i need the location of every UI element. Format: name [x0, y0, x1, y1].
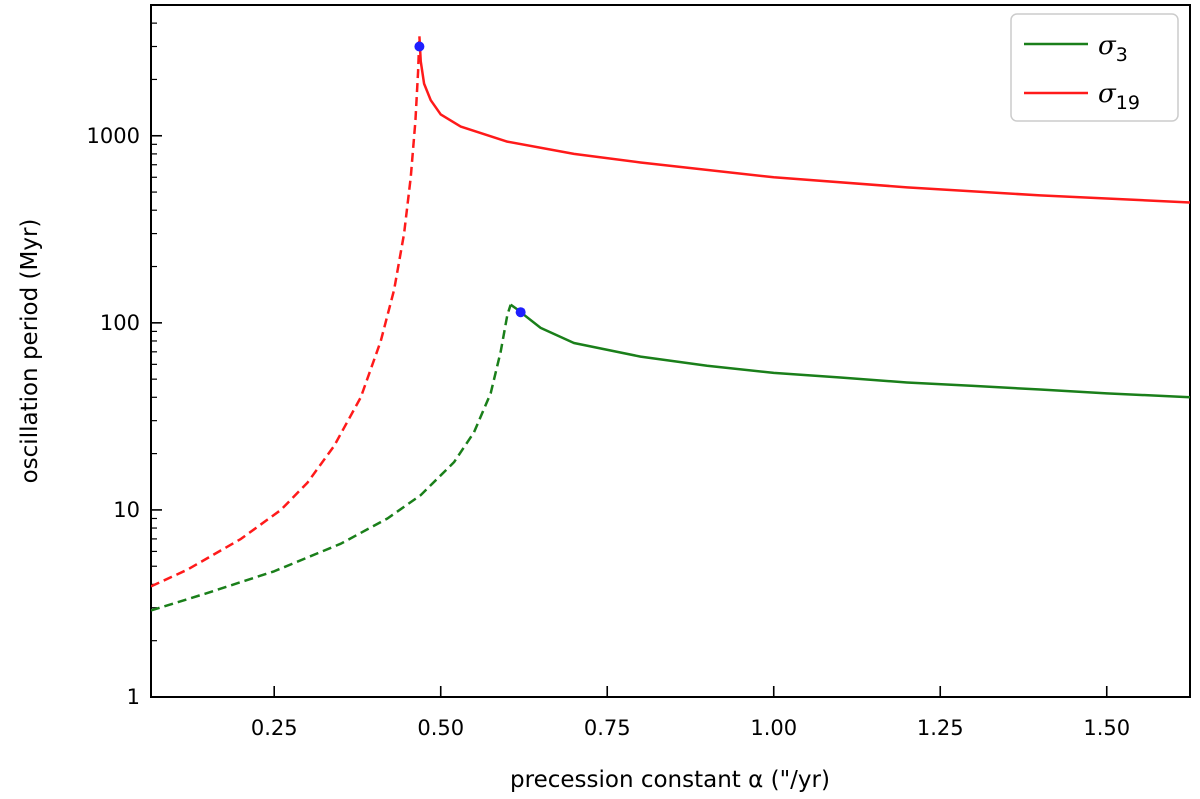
- series-sigma19-marker: [414, 41, 425, 52]
- legend-subscript-sigma19: 19: [1116, 92, 1140, 114]
- y-tick-label: 10: [113, 498, 140, 522]
- legend-label-sigma19: σ19: [1098, 79, 1140, 114]
- marker-layer: [414, 41, 526, 318]
- series-sigma3-marker: [515, 307, 526, 318]
- y-tick-label: 1000: [87, 124, 140, 148]
- x-tick-label: 0.50: [417, 716, 464, 740]
- legend-symbol-sigma19: σ: [1098, 79, 1117, 109]
- x-tick-label: 1.25: [917, 716, 964, 740]
- y-tick-label: 1: [127, 685, 140, 709]
- y-axis-ticks: 1 10 100 1000: [87, 4, 162, 709]
- series-layer: [151, 36, 1190, 612]
- series-sigma19-solid-line: [418, 36, 1190, 204]
- legend-subscript-sigma3: 3: [1116, 44, 1128, 66]
- x-tick-label: 1.00: [750, 716, 797, 740]
- series-sigma3-solid-line: [509, 303, 1190, 399]
- legend-symbol-sigma3: σ: [1098, 31, 1117, 61]
- x-tick-label: 0.75: [584, 716, 631, 740]
- x-axis-title: precession constant α ("/yr): [510, 767, 830, 793]
- x-tick-label: 0.25: [251, 716, 298, 740]
- series-sigma3-dashed-line: [151, 304, 512, 612]
- series-sigma19-dashed-line: [151, 36, 421, 588]
- x-tick-label: 1.50: [1083, 716, 1130, 740]
- y-axis-title: oscillation period (Myr): [17, 219, 43, 484]
- x-axis-ticks: 0.25 0.50 0.75 1.00 1.25 1.50: [251, 686, 1130, 740]
- legend-box: [1010, 13, 1179, 122]
- legend-label-sigma3: σ3: [1098, 31, 1128, 66]
- y-tick-label: 100: [100, 311, 140, 335]
- plot-area-frame: [150, 4, 1191, 698]
- legend: σ3 σ19: [1010, 13, 1179, 122]
